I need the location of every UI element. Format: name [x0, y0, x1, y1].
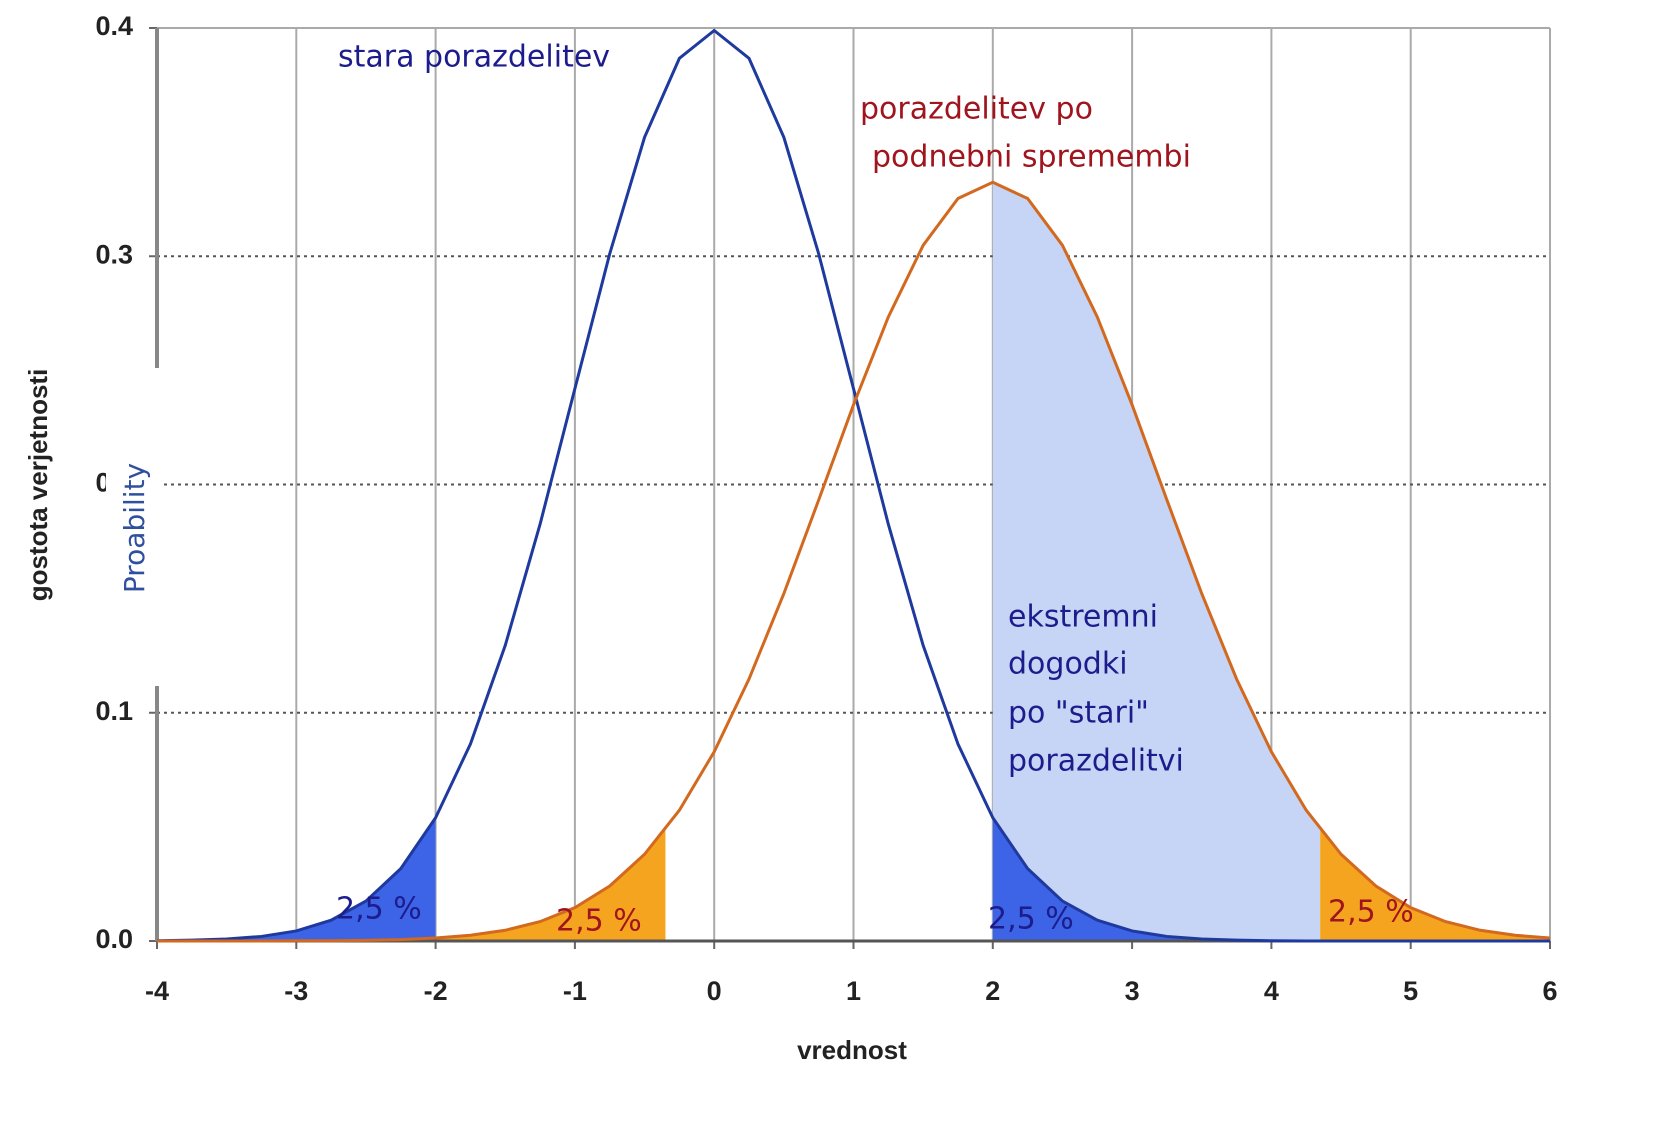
x-tick-label: -4 — [145, 976, 169, 1006]
y-tick-label: 0.0 — [95, 924, 133, 954]
x-tick-label: -2 — [424, 976, 448, 1006]
y-tick-label: 0.3 — [95, 239, 133, 269]
annotation: dogodki — [1008, 647, 1128, 682]
annotation: stara porazdelitev — [338, 40, 610, 75]
x-tick-label: 4 — [1264, 976, 1279, 1006]
y-axis-title: gostota verjetnosti — [23, 369, 53, 602]
annotation: 2,5 % — [1328, 895, 1414, 930]
x-tick-label: 0 — [707, 976, 722, 1006]
x-tick-label: 2 — [985, 976, 1000, 1006]
curve — [156, 28, 1550, 943]
x-tick-label: 5 — [1403, 976, 1418, 1006]
y-tick-label: 0.1 — [95, 696, 133, 726]
x-tick-label: 6 — [1542, 976, 1557, 1006]
y-tick-label: 0.4 — [95, 11, 133, 41]
x-tick-label: -1 — [563, 976, 587, 1006]
annotation: porazdelitev po — [860, 92, 1093, 127]
overlay-box — [106, 368, 162, 686]
curve — [157, 180, 1551, 943]
x-tick-label: 1 — [846, 976, 861, 1006]
shaded-area — [1320, 827, 1550, 941]
annotation: po "stari" — [1008, 696, 1149, 731]
shaded-area — [157, 817, 436, 941]
x-tick-label: -3 — [284, 976, 308, 1006]
annotation: 2,5 % — [336, 892, 422, 927]
annotation: 2,5 % — [988, 902, 1074, 937]
shaded-area — [157, 827, 666, 941]
annotation: 2,5 % — [556, 904, 642, 939]
x-axis-title: vrednost — [797, 1035, 907, 1065]
shaded-area — [992, 817, 1550, 941]
shaded-area — [992, 182, 1321, 941]
annotation: podnebni spremembi — [872, 140, 1191, 175]
annotation: porazdelitvi — [1008, 744, 1184, 779]
x-tick-label: 3 — [1125, 976, 1140, 1006]
overlay-label: Proability — [118, 463, 151, 593]
annotation: ekstremni — [1008, 600, 1158, 635]
